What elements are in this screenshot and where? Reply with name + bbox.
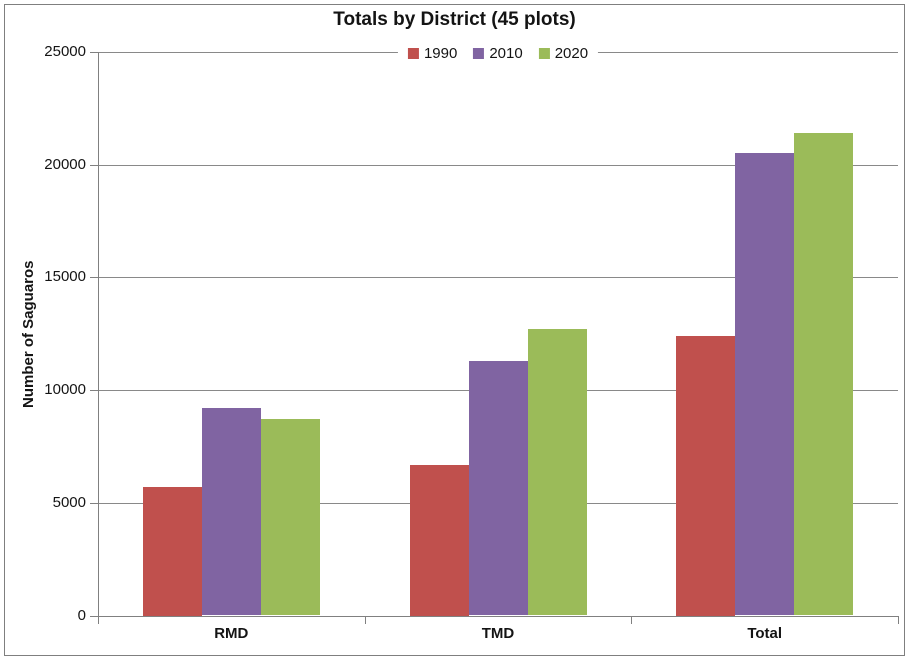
legend-swatch-icon — [538, 48, 550, 59]
y-axis-tick-mark — [90, 615, 98, 617]
chart-title: Totals by District (45 plots) — [333, 9, 576, 30]
bar-1990-Total — [676, 336, 736, 616]
bar-2010-Total — [735, 153, 795, 616]
gridline — [98, 164, 898, 166]
chart-border — [4, 4, 905, 656]
category-label-rmd: RMD — [214, 625, 249, 642]
legend: 1990 2010 2020 — [397, 44, 599, 63]
x-axis-tick-mark — [898, 616, 899, 624]
category-label-total: Total — [747, 625, 783, 642]
bar-1990-TMD — [409, 464, 469, 616]
y-axis-tick-label: 20000 — [44, 155, 86, 173]
x-axis-tick-mark — [364, 616, 366, 624]
x-axis-line — [98, 615, 899, 617]
y-axis-tick-mark — [90, 164, 98, 166]
y-axis-tick-mark — [90, 390, 98, 392]
bar-2020-Total — [794, 133, 854, 616]
y-axis-tick-mark — [90, 52, 98, 53]
legend-swatch-icon — [473, 48, 485, 59]
legend-label: 1990 — [423, 45, 458, 62]
legend-label: 2010 — [489, 45, 523, 62]
y-axis-tick-label: 15000 — [44, 268, 86, 286]
bar-2020-RMD — [260, 419, 320, 616]
bar-2020-TMD — [527, 329, 587, 616]
x-axis-tick-mark — [98, 616, 99, 624]
y-axis-title: Number of Saguaros — [20, 260, 37, 408]
y-axis-tick-label: 5000 — [52, 493, 86, 511]
legend-item-2010: 2010 — [473, 45, 523, 62]
legend-item-1990: 1990 — [407, 45, 458, 62]
y-axis-tick-mark — [90, 502, 98, 504]
legend-item-2020: 2020 — [538, 45, 589, 62]
y-axis-tick-label: 0 — [77, 606, 86, 624]
bar-1990-RMD — [142, 487, 202, 616]
y-axis-tick-label: 25000 — [44, 43, 86, 60]
y-axis-line — [98, 52, 99, 616]
legend-swatch-icon — [407, 48, 419, 59]
x-axis-tick-mark — [631, 616, 633, 624]
legend-label: 2020 — [554, 45, 589, 62]
y-axis-tick-mark — [90, 277, 98, 279]
gridline — [98, 277, 898, 279]
bar-2010-TMD — [468, 360, 528, 616]
y-axis-tick-label: 10000 — [44, 381, 86, 399]
bar-2010-RMD — [201, 408, 261, 616]
category-label-tmd: TMD — [481, 625, 515, 642]
